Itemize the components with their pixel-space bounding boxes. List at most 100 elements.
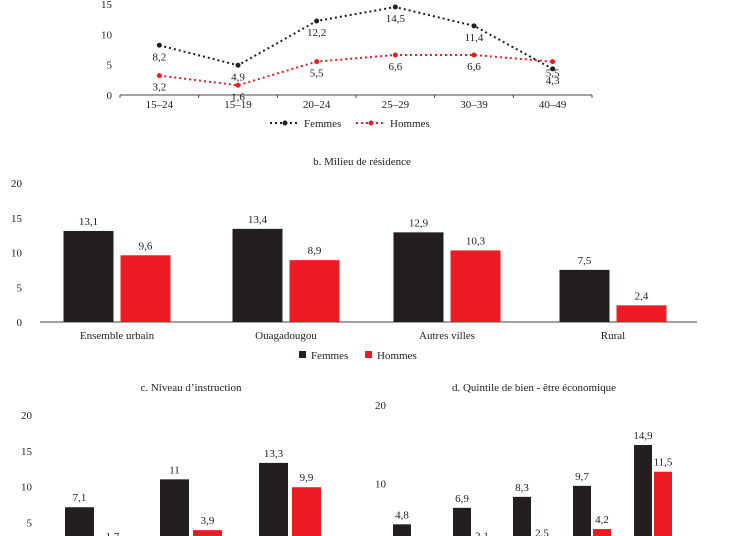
y-tick-label: 15 [11, 213, 23, 225]
chart-title: d. Quintile de bien - être économique [452, 382, 616, 394]
data-label: 5,5 [310, 68, 324, 80]
data-point [550, 66, 556, 72]
data-label: 9,7 [575, 471, 589, 483]
bar-femmes [573, 485, 591, 536]
legend-marker-femmes [282, 120, 288, 126]
bar-femmes [453, 507, 471, 536]
data-label: 9,9 [300, 472, 314, 484]
y-tick-label: 15 [21, 446, 33, 458]
y-tick-label: 10 [11, 248, 23, 260]
chart-title: c. Niveau d’instruction [140, 382, 242, 394]
data-point [235, 82, 241, 88]
data-label: 8,2 [152, 51, 166, 63]
bar-femmes [393, 232, 444, 322]
bar-femmes [160, 479, 189, 536]
data-label: 7,5 [578, 255, 592, 267]
legend-label-femmes: Femmes [311, 350, 348, 362]
data-point [314, 18, 320, 24]
data-label: 4,3 [546, 75, 560, 87]
data-label: 4,2 [595, 514, 609, 526]
legend-swatch-femmes [299, 351, 306, 358]
data-label: 11,5 [654, 457, 673, 469]
y-tick-label: 5 [107, 60, 113, 72]
data-label: 13,3 [264, 448, 284, 460]
y-tick-label: 20 [21, 410, 33, 422]
data-label: 11,4 [465, 32, 484, 44]
chart-title: b. Milieu de résidence [313, 156, 411, 168]
bar-femmes [232, 228, 283, 322]
bar-hommes [593, 529, 611, 536]
category-label: Rural [601, 330, 625, 342]
data-label: 1,6 [231, 91, 245, 103]
x-tick-label: 40–49 [539, 99, 567, 111]
chart-b-residence-bars: b. Milieu de résidence 0 5 10 15 20 13,1 9,6 Ens… [11, 156, 697, 362]
x-tick-label: 15–24 [146, 99, 174, 111]
data-label: 12,9 [409, 217, 429, 229]
series-line-hommes [159, 53, 553, 87]
data-point [156, 73, 162, 79]
x-tick-label: 30–39 [460, 99, 488, 111]
x-tick-label: 20–24 [303, 99, 331, 111]
bar-femmes [634, 445, 652, 536]
category-label: Autres villes [419, 330, 475, 342]
data-label: 4,9 [231, 71, 245, 83]
bar-femmes [513, 496, 531, 536]
data-label: 3,9 [201, 515, 215, 527]
bar-hommes [654, 471, 672, 536]
legend-marker-hommes [368, 120, 374, 126]
data-label: 9,6 [139, 240, 153, 252]
data-point [392, 52, 398, 58]
data-label: 13,4 [248, 214, 268, 226]
chart-d-wealth-bars: d. Quintile de bien - être économique 10 2… [375, 382, 673, 536]
data-label: 2,4 [635, 290, 649, 302]
data-label: 6,6 [388, 61, 402, 73]
data-label: 7,1 [73, 492, 87, 504]
bar-femmes [65, 507, 94, 536]
data-label: 4,8 [395, 509, 409, 521]
chart-c-instruction-bars: c. Niveau d’instruction 5 10 15 20 7,1 1,7 11 3,… [21, 382, 321, 536]
bar-hommes [120, 255, 171, 322]
y-tick-label: 5 [27, 517, 33, 529]
category-label: Ouagadougou [255, 330, 317, 342]
data-label: 3,2 [152, 82, 166, 94]
category-label: Ensemble urbain [80, 330, 155, 342]
y-tick-label: 0 [107, 90, 113, 102]
y-tick-label: 10 [21, 482, 33, 494]
y-tick-label: 20 [375, 400, 387, 412]
series-line-femmes [159, 6, 554, 70]
data-label: 13,1 [79, 216, 98, 228]
bar-femmes [63, 230, 114, 322]
data-label: 6,6 [467, 61, 481, 73]
data-point [235, 62, 241, 68]
bar-femmes [393, 524, 411, 536]
bar-hommes [292, 487, 321, 536]
data-point [471, 52, 477, 58]
y-tick-label: 0 [17, 317, 23, 329]
legend-label-femmes: Femmes [304, 118, 341, 130]
legend-swatch-hommes [365, 351, 372, 358]
data-point [550, 59, 556, 65]
data-label: 14,5 [386, 13, 406, 25]
bar-hommes [616, 305, 667, 322]
y-tick-label: 20 [11, 178, 23, 190]
data-point [314, 59, 320, 65]
bar-femmes [259, 462, 288, 536]
data-label: 10,3 [466, 235, 486, 247]
bar-femmes [559, 269, 610, 322]
y-tick-label: 10 [101, 29, 113, 41]
data-label: 14,9 [633, 430, 653, 442]
legend-label-hommes: Hommes [390, 118, 430, 130]
data-label: 8,3 [515, 482, 529, 494]
data-label: 2,5 [535, 527, 549, 536]
y-tick-label: 5 [17, 282, 23, 294]
data-label: 1,7 [106, 531, 120, 536]
x-tick-label: 25–29 [382, 99, 410, 111]
y-tick-label: 10 [375, 479, 387, 491]
legend-label-hommes: Hommes [377, 350, 417, 362]
data-label: 11 [169, 464, 180, 476]
chart-a-age-line: 0 5 10 15 15–24 15–19 20–24 25–29 30–39 40–49 8,2 4… [101, 0, 593, 130]
x-tick-label: 15–19 [224, 99, 252, 111]
bar-hommes [450, 250, 501, 322]
data-point [392, 4, 398, 10]
